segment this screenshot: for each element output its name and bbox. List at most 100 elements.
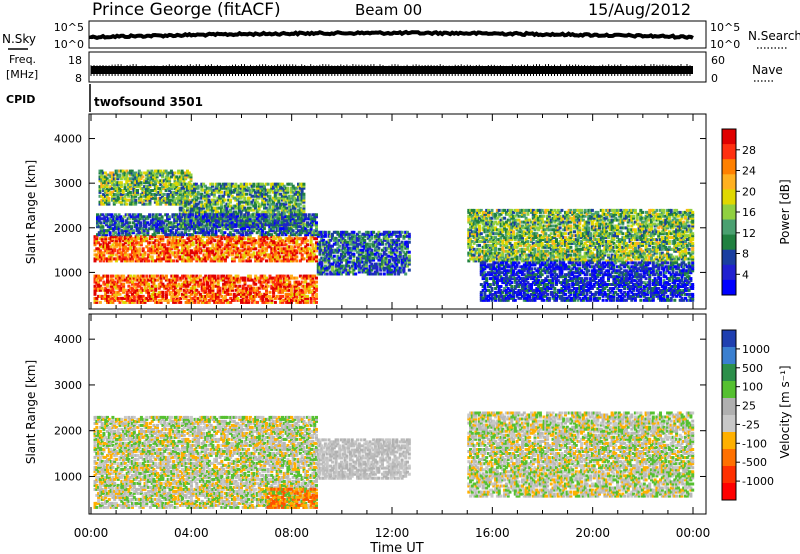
data-cell xyxy=(334,230,338,234)
data-cell xyxy=(204,253,208,257)
data-cell xyxy=(202,253,206,257)
data-cell xyxy=(322,258,326,262)
data-cell xyxy=(131,243,134,247)
data-cell xyxy=(288,245,292,249)
data-cell xyxy=(176,217,180,221)
data-cell xyxy=(173,198,177,202)
data-cell xyxy=(166,249,170,253)
data-cell xyxy=(306,229,309,233)
data-cell xyxy=(232,184,236,188)
data-cell xyxy=(141,187,145,191)
data-cell xyxy=(138,259,142,263)
data-cell xyxy=(98,202,102,206)
data-cell xyxy=(290,251,293,255)
data-cell xyxy=(128,213,132,217)
data-cell xyxy=(97,217,101,221)
data-cell xyxy=(127,192,131,196)
data-cell xyxy=(352,232,356,236)
data-cell xyxy=(178,233,182,237)
data-cell xyxy=(154,251,158,255)
data-cell xyxy=(363,256,367,260)
data-cell xyxy=(145,245,149,249)
data-cell xyxy=(300,276,304,280)
data-cell xyxy=(372,240,376,244)
data-cell xyxy=(146,202,150,206)
data-cell xyxy=(282,274,286,278)
data-cell xyxy=(105,177,109,181)
data-cell xyxy=(340,238,343,242)
data-cell xyxy=(151,233,155,237)
data-cell xyxy=(348,256,352,260)
data-cell xyxy=(257,204,261,208)
data-cell xyxy=(257,294,261,298)
data-cell xyxy=(223,219,227,223)
data-cell xyxy=(309,280,313,284)
data-cell xyxy=(119,217,123,221)
data-cell xyxy=(136,235,140,239)
data-cell xyxy=(318,252,322,256)
data-cell xyxy=(131,229,135,233)
data-cell xyxy=(295,243,299,247)
data-cell xyxy=(124,219,128,223)
data-cell xyxy=(259,192,263,196)
data-cell xyxy=(137,181,141,185)
data-cell xyxy=(169,223,173,227)
data-cell xyxy=(119,192,123,196)
data-cell xyxy=(116,175,120,179)
data-cell xyxy=(265,259,268,263)
data-cell xyxy=(203,196,207,200)
data-cell xyxy=(255,188,259,192)
data-cell xyxy=(120,253,124,257)
data-cell xyxy=(170,251,174,255)
data-cell xyxy=(98,278,102,282)
data-cell xyxy=(306,286,309,290)
data-cell xyxy=(102,241,106,245)
data-cell xyxy=(204,249,208,253)
data-cell xyxy=(163,251,167,255)
data-cell xyxy=(104,249,108,253)
data-cell xyxy=(223,294,227,298)
data-cell xyxy=(272,255,276,259)
data-cell xyxy=(315,215,318,219)
data-cell xyxy=(100,245,104,249)
data-cell xyxy=(177,288,181,292)
data-cell xyxy=(191,198,195,202)
data-cell xyxy=(270,186,274,190)
data-cell xyxy=(213,274,217,278)
data-cell xyxy=(189,233,193,237)
data-cell xyxy=(273,192,277,196)
data-cell xyxy=(250,194,254,198)
data-cell xyxy=(198,229,202,233)
data-cell xyxy=(141,202,145,206)
data-cell xyxy=(130,231,134,235)
data-cell xyxy=(132,171,136,175)
data-cell xyxy=(160,217,164,221)
data-cell xyxy=(106,217,110,221)
data-cell xyxy=(148,190,152,194)
data-cell xyxy=(98,284,102,288)
data-cell xyxy=(225,188,229,192)
data-cell xyxy=(185,217,189,221)
data-cell xyxy=(295,222,299,226)
data-cell xyxy=(141,278,145,282)
data-cell xyxy=(135,215,139,219)
data-cell xyxy=(265,292,268,296)
data-cell xyxy=(336,248,340,252)
data-cell xyxy=(198,227,202,231)
data-cell xyxy=(266,190,270,194)
data-cell xyxy=(290,255,293,259)
data-cell xyxy=(266,182,270,186)
data-cell xyxy=(98,200,102,204)
data-cell xyxy=(182,186,186,190)
data-cell xyxy=(263,274,267,278)
data-cell xyxy=(186,259,190,263)
data-cell xyxy=(179,239,183,243)
data-cell xyxy=(266,255,270,259)
data-cell xyxy=(247,239,251,243)
data-cell xyxy=(114,200,118,204)
data-cell xyxy=(123,296,127,300)
data-cell xyxy=(157,259,161,263)
data-cell xyxy=(357,262,361,266)
data-cell xyxy=(231,249,234,253)
data-cell xyxy=(309,239,313,243)
